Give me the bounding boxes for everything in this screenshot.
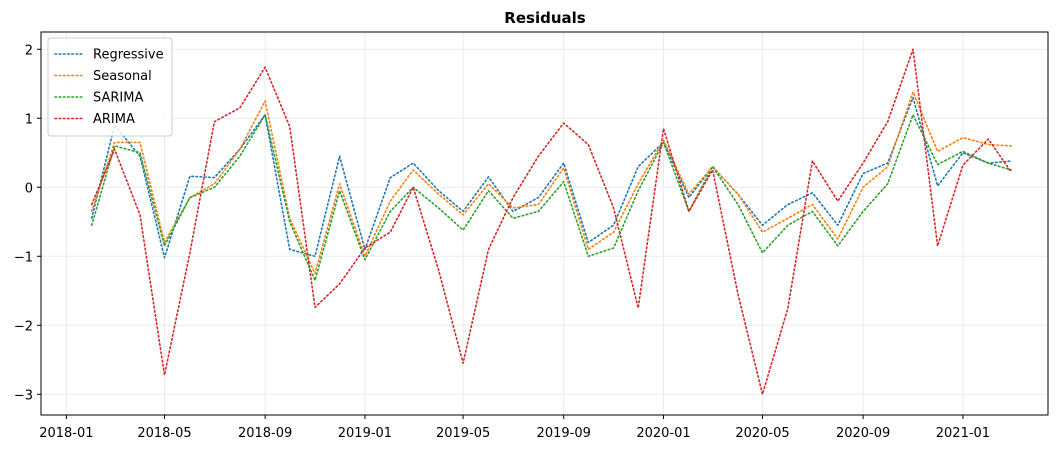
x-tick-label: 2020-05 xyxy=(735,426,789,441)
chart-title: Residuals xyxy=(504,9,585,27)
y-tick-label: −1 xyxy=(14,250,33,265)
series-line-arima xyxy=(90,48,1013,396)
legend-label: SARIMA xyxy=(93,91,143,106)
y-tick-label: 0 xyxy=(25,181,33,196)
x-tick-label: 2018-09 xyxy=(238,426,292,441)
axes: 2018-01 2018-05 2018-09 2019-01 2019-05 2019-… xyxy=(14,43,990,441)
legend-label: Seasonal xyxy=(93,69,152,84)
legend-label: Regressive xyxy=(93,48,164,63)
legend: Regressive Seasonal SARIMA ARIMA xyxy=(47,37,173,137)
series-line-sarima xyxy=(90,114,1013,282)
x-tick-label: 2019-01 xyxy=(338,426,392,441)
plot-frame xyxy=(40,31,1049,416)
x-tick-label: 2018-01 xyxy=(39,426,93,441)
x-tick-label: 2018-05 xyxy=(137,426,191,441)
legend-label: ARIMA xyxy=(93,112,135,127)
x-tick-label: 2019-05 xyxy=(436,426,490,441)
y-tick-label: 2 xyxy=(25,43,33,58)
x-tick-label: 2020-09 xyxy=(836,426,890,441)
x-tick-label: 2020-01 xyxy=(636,426,690,441)
y-tick-label: −2 xyxy=(14,319,33,334)
grid xyxy=(41,32,1048,415)
series-lines xyxy=(90,48,1013,396)
x-tick-label: 2019-09 xyxy=(537,426,591,441)
y-tick-label: −3 xyxy=(14,388,33,403)
legend-box xyxy=(47,37,173,137)
series-line-regressive xyxy=(90,96,1013,259)
y-tick-label: 1 xyxy=(25,112,33,127)
x-tick-label: 2021-01 xyxy=(936,426,990,441)
series-line-seasonal xyxy=(90,91,1013,275)
